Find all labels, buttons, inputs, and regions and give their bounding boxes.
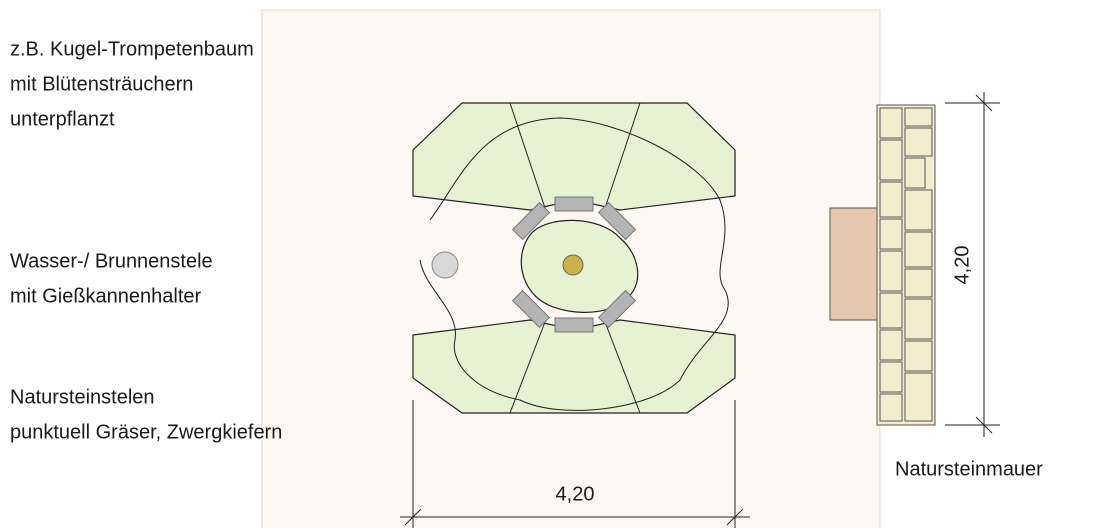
label: mit Gießkannenhalter [10, 285, 202, 307]
stone-wall [876, 104, 936, 426]
label: Wasser-/ Brunnenstele [10, 250, 213, 272]
dimension-label: 4,20 [951, 246, 973, 285]
label: mit Blütensträuchern [10, 73, 193, 95]
label: z.B. Kugel-Trompetenbaum [10, 38, 254, 60]
plant-bed-top [412, 102, 736, 211]
wall-label: Natursteinmauer [895, 458, 1043, 480]
stone-steles [511, 196, 637, 333]
dimension-label: 4,20 [556, 483, 595, 505]
plant-bed-bottom [412, 319, 736, 414]
dimension-width [400, 400, 750, 528]
dimension-height [945, 92, 1000, 437]
label: Natursteinstelen [10, 386, 155, 408]
fountain [431, 251, 459, 279]
tree-trunk [562, 254, 584, 276]
tree-crown [419, 117, 729, 411]
label: punktuell Gräser, Zwergkiefern [10, 421, 282, 443]
label: unterpflanzt [10, 108, 115, 130]
bench [829, 207, 878, 321]
